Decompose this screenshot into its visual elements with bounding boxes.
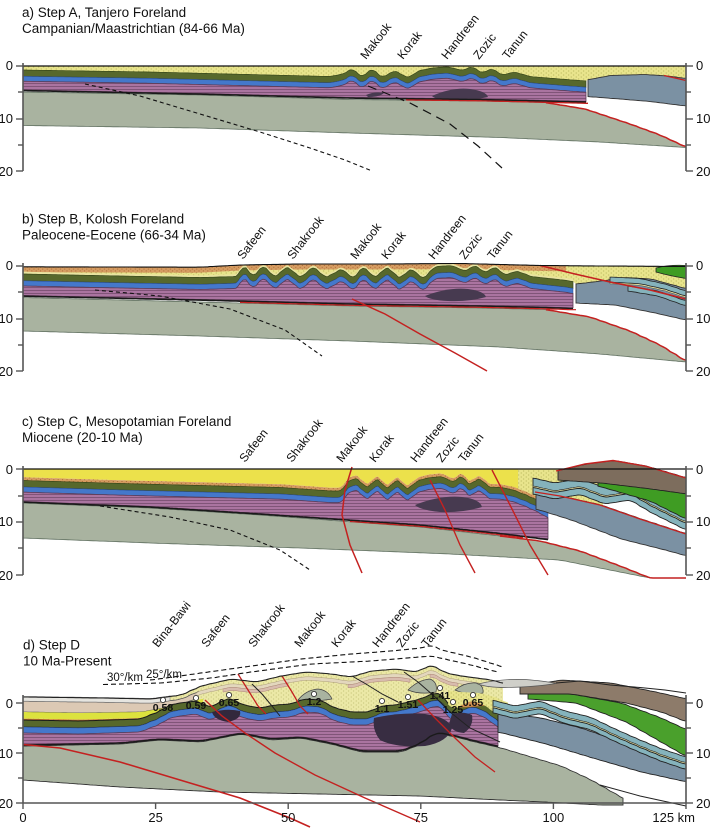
svg-text:10: 10 <box>696 514 710 529</box>
svg-text:0: 0 <box>6 258 13 273</box>
svg-text:20: 20 <box>0 796 13 811</box>
svg-text:20: 20 <box>0 164 13 179</box>
svg-text:0.65: 0.65 <box>219 697 240 709</box>
svg-text:Campanian/Maastrichtian (84-66: Campanian/Maastrichtian (84-66 Ma) <box>22 21 245 36</box>
svg-text:20: 20 <box>696 796 710 811</box>
svg-text:0: 0 <box>6 58 13 73</box>
svg-text:0.65: 0.65 <box>463 697 484 709</box>
svg-text:20: 20 <box>696 568 710 583</box>
svg-text:0: 0 <box>6 696 13 711</box>
svg-text:20: 20 <box>0 568 13 583</box>
svg-text:0: 0 <box>696 58 703 73</box>
svg-text:10: 10 <box>0 111 13 126</box>
svg-text:20: 20 <box>696 164 710 179</box>
svg-text:100: 100 <box>543 810 565 825</box>
svg-text:1.41: 1.41 <box>430 690 451 702</box>
svg-text:25: 25 <box>148 810 162 825</box>
svg-text:d) Step D: d) Step D <box>23 638 80 653</box>
svg-text:a) Step A, Tanjero Foreland: a) Step A, Tanjero Foreland <box>22 5 186 20</box>
svg-text:10: 10 <box>0 514 13 529</box>
svg-text:10 Ma-Present: 10 Ma-Present <box>23 654 112 669</box>
svg-text:75: 75 <box>414 810 428 825</box>
svg-text:30°/km: 30°/km <box>107 672 143 684</box>
svg-text:1.1: 1.1 <box>375 703 390 715</box>
svg-text:125 km: 125 km <box>652 810 695 825</box>
svg-text:0.59: 0.59 <box>186 700 207 712</box>
svg-text:Miocene (20-10 Ma): Miocene (20-10 Ma) <box>22 430 143 445</box>
svg-text:0: 0 <box>19 810 26 825</box>
svg-text:0: 0 <box>6 462 13 477</box>
svg-text:1.2: 1.2 <box>307 696 322 708</box>
svg-text:0: 0 <box>696 696 703 711</box>
svg-text:0: 0 <box>696 258 703 273</box>
svg-text:10: 10 <box>696 311 710 326</box>
svg-text:10: 10 <box>0 746 13 761</box>
svg-text:20: 20 <box>0 364 13 379</box>
svg-text:10: 10 <box>696 111 710 126</box>
svg-text:10: 10 <box>0 311 13 326</box>
svg-text:Paleocene-Eocene (66-34 Ma): Paleocene-Eocene (66-34 Ma) <box>22 228 206 243</box>
svg-text:25°/km: 25°/km <box>146 669 182 681</box>
svg-text:20: 20 <box>696 364 710 379</box>
svg-text:10: 10 <box>696 746 710 761</box>
svg-text:c) Step C, Mesopotamian Forela: c) Step C, Mesopotamian Foreland <box>22 414 231 429</box>
svg-text:b) Step B, Kolosh Foreland: b) Step B, Kolosh Foreland <box>22 212 184 227</box>
svg-text:1.25: 1.25 <box>443 704 464 716</box>
svg-text:50: 50 <box>281 810 295 825</box>
svg-text:0.58: 0.58 <box>153 702 174 714</box>
svg-text:1.51: 1.51 <box>398 699 419 711</box>
svg-text:0: 0 <box>696 462 703 477</box>
